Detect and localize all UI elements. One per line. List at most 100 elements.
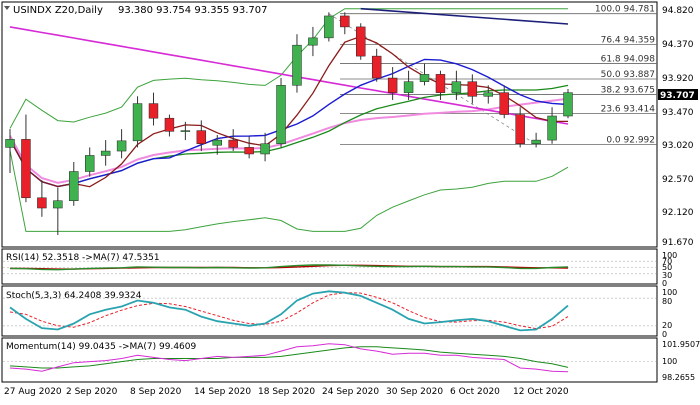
fib-level-label: 50.0 93.887 [601, 70, 655, 80]
stoch-label: Stoch(5,3,3) 64.2408 39.9324 [6, 291, 142, 301]
momentum-ma-line [9, 346, 569, 369]
fib-level-label: 23.6 93.414 [601, 105, 656, 115]
fib-level-label: 0.0 92.992 [606, 135, 655, 145]
ma-pink-line [9, 97, 569, 184]
rsi-tick-label: 100 [662, 251, 677, 260]
bearish-candle [499, 92, 509, 115]
date-axis: 27 Aug 2020 2 Sep 2020 8 Sep 2020 14 Sep… [4, 387, 569, 397]
date-label: 12 Oct 2020 [513, 387, 569, 397]
price-tick-label: 93.920 [662, 74, 694, 84]
bullish-candle [547, 115, 557, 141]
bullish-candle [403, 81, 414, 93]
date-label: 6 Oct 2020 [450, 387, 500, 397]
ma-navy-line [360, 7, 569, 25]
rsi-tick-label: 50 [662, 263, 672, 272]
rsi-panel-frame [1, 248, 658, 285]
momentum-tick-label: 101.9507 [662, 340, 700, 349]
bullish-candle [53, 200, 63, 209]
price-tick-label: 92.120 [662, 208, 694, 218]
bearish-candle [164, 117, 175, 132]
momentum-line [9, 343, 569, 373]
bearish-candle [228, 139, 238, 148]
stoch-tick-label: 100 [662, 288, 677, 297]
rsi-tick-label: 70 [662, 257, 672, 266]
bearish-candle [148, 103, 159, 119]
main-panel-frame [1, 1, 658, 248]
stoch-tick-label: 0 [662, 330, 667, 339]
bullish-candle [276, 85, 286, 145]
price-tick-label: 94.820 [662, 6, 694, 16]
bearish-candle [244, 147, 254, 155]
momentum-lines [3, 343, 656, 373]
stoch-lines [3, 290, 656, 332]
bullish-candle [563, 92, 573, 117]
last-price-box [658, 89, 698, 100]
bollinger-upper-line [9, 8, 568, 129]
date-label: 8 Sep 2020 [130, 387, 182, 397]
collapse-triangle-icon [4, 6, 10, 10]
bullish-candle [308, 37, 318, 46]
rsi-lines [3, 260, 656, 275]
date-label: 14 Sep 2020 [194, 387, 251, 397]
ma-blue-line [9, 58, 569, 188]
last-price-marker: 93.707 [658, 89, 698, 101]
fib-level-label: 38.2 93.675 [601, 85, 655, 95]
rsi-line [9, 264, 569, 271]
date-label: 27 Aug 2020 [4, 387, 62, 397]
stoch-d-line [9, 292, 569, 330]
bullish-candle [85, 155, 95, 172]
bullish-candle [292, 44, 302, 86]
price-tick-label: 91.670 [662, 238, 694, 248]
fib-level-label: 100.0 94.781 [595, 5, 655, 15]
bearish-candle [371, 55, 382, 79]
bullish-candle [419, 74, 430, 82]
stoch-tick-label: 20 [662, 321, 672, 330]
bullish-candle [451, 81, 462, 93]
momentum-tick-label: 100 [662, 357, 677, 366]
bearish-candle [515, 114, 525, 145]
fib-trend-line [328, 13, 537, 145]
bearish-candle [387, 77, 398, 93]
fib-level-label: 61.8 94.098 [601, 55, 656, 65]
bearish-candle [196, 130, 207, 145]
fib-level-label: 76.4 94.359 [601, 36, 656, 46]
bearish-candle [21, 139, 31, 199]
price-tick-label: 93.020 [662, 141, 694, 151]
bullish-candle [100, 150, 111, 156]
fibonacci-labels: 100.0 94.781 76.4 94.359 61.8 94.098 50.… [595, 5, 655, 146]
rsi-tick-label: 0 [662, 279, 667, 288]
bullish-candle [531, 139, 541, 145]
bullish-candle [212, 139, 222, 146]
momentum-axis: 101.9507 100 98.2655 [662, 340, 700, 382]
candlesticks [5, 12, 573, 236]
bearish-candle [37, 197, 47, 209]
bearish-candle [435, 74, 446, 93]
bullish-candle [324, 15, 334, 39]
symbol-label: USINDX Z20,Daily [13, 5, 103, 16]
date-label: 18 Sep 2020 [258, 387, 315, 397]
bullish-candle [260, 143, 270, 155]
ohlc-values: 93.380 93.754 93.355 93.707 [118, 5, 268, 16]
chart-header: USINDX Z20,Daily 93.380 93.754 93.355 93… [4, 5, 268, 16]
momentum-tick-label: 98.2655 [662, 373, 695, 382]
bollinger-lower-line [9, 150, 569, 232]
bearish-candle [356, 26, 366, 57]
date-label: 2 Sep 2020 [66, 387, 118, 397]
rsi-tick-label: 30 [662, 271, 672, 280]
date-label: 30 Sep 2020 [386, 387, 443, 397]
bearish-candle [340, 15, 350, 28]
bullish-candle [5, 139, 15, 148]
bullish-candle [180, 130, 191, 132]
momentum-label: Momentum(14) 99.0435 ->MA(7) 99.4609 [6, 342, 197, 352]
bullish-candle [132, 103, 143, 142]
bullish-candle [483, 92, 493, 97]
bullish-candle [69, 171, 79, 201]
stoch-panel-frame [1, 285, 658, 337]
bearish-candle [467, 81, 478, 97]
stoch-k-line [9, 290, 569, 332]
rsi-axis: 100 70 50 30 0 [662, 251, 677, 288]
stoch-tick-label: 80 [662, 297, 672, 306]
ma-magenta-line [9, 26, 569, 125]
